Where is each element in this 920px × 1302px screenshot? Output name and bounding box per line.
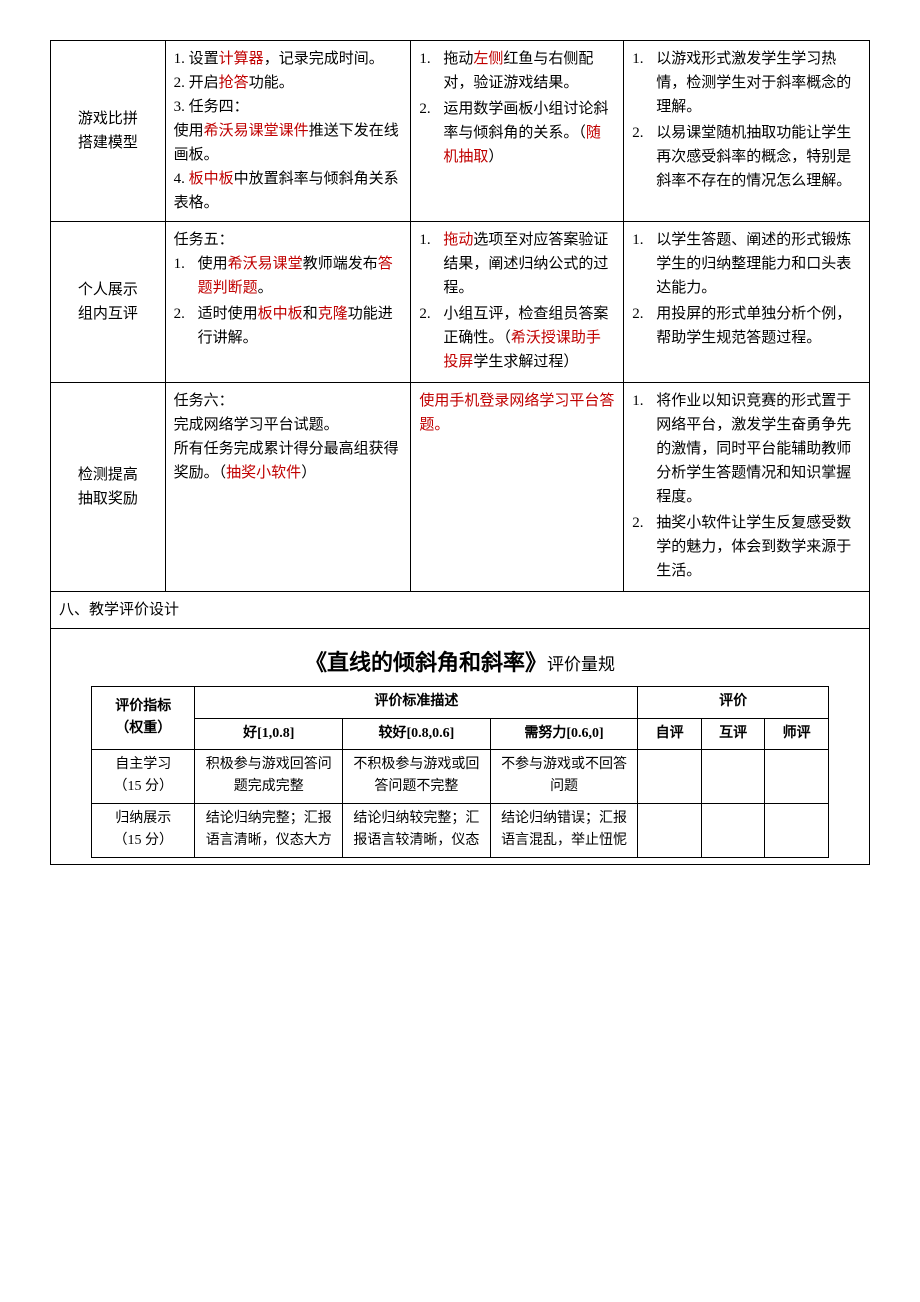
student-activity: 使用手机登录网络学习平台答题。 — [411, 383, 624, 592]
activity-row-label: 游戏比拼搭建模型 — [51, 41, 166, 222]
rubric-table: 评价指标（权重） 评价标准描述 评价 好[1,0.8] 较好[0.8,0.6] … — [91, 686, 829, 857]
rubric-head-eval: 评价 — [638, 687, 829, 718]
rubric-head-ok: 较好[0.8,0.6] — [343, 718, 491, 749]
rubric-ok: 结论归纳较完整；汇报语言较清晰，仪态 — [343, 803, 491, 857]
teacher-activity: 任务五：1.使用希沃易课堂教师端发布答题判断题。2.适时使用板中板和克隆功能进行… — [165, 222, 411, 383]
teacher-activity: 1. 设置计算器，记录完成时间。2. 开启抢答功能。3. 任务四：使用希沃易课堂… — [165, 41, 411, 222]
rubric-teach-cell[interactable] — [765, 749, 829, 803]
rubric-head-desc: 评价标准描述 — [195, 687, 638, 718]
activity-row-label: 个人展示组内互评 — [51, 222, 166, 383]
design-intent: 1.将作业以知识竞赛的形式置于网络平台，激发学生奋勇争先的激情，同时平台能辅助教… — [624, 383, 870, 592]
rubric-peer-cell[interactable] — [701, 803, 764, 857]
design-intent: 1.以学生答题、阐述的形式锻炼学生的归纳整理能力和口头表达能力。2.用投屏的形式… — [624, 222, 870, 383]
rubric-good: 结论归纳完整；汇报语言清晰，仪态大方 — [195, 803, 343, 857]
rubric-self-cell[interactable] — [638, 803, 701, 857]
rubric-metric: 归纳展示（15 分） — [92, 803, 195, 857]
rubric-effort: 不参与游戏或不回答问题 — [490, 749, 638, 803]
rubric-head-good: 好[1,0.8] — [195, 718, 343, 749]
rubric-metric: 自主学习（15 分） — [92, 749, 195, 803]
section-8-heading: 八、教学评价设计 — [51, 592, 870, 629]
rubric-effort: 结论归纳错误；汇报语言混乱，举止忸怩 — [490, 803, 638, 857]
rubric-good: 积极参与游戏回答问题完成完整 — [195, 749, 343, 803]
student-activity: 1.拖动选项至对应答案验证结果，阐述归纳公式的过程。2.小组互评，检查组员答案正… — [411, 222, 624, 383]
rubric-head-peer: 互评 — [701, 718, 764, 749]
rubric-ok: 不积极参与游戏或回答问题不完整 — [343, 749, 491, 803]
activity-row-label: 检测提高抽取奖励 — [51, 383, 166, 592]
student-activity: 1.拖动左侧红鱼与右侧配对，验证游戏结果。2.运用数学画板小组讨论斜率与倾斜角的… — [411, 41, 624, 222]
rubric-head-self: 自评 — [638, 718, 701, 749]
rubric-head-teach: 师评 — [765, 718, 829, 749]
rubric-teach-cell[interactable] — [765, 803, 829, 857]
rubric-title-sub: 评价量规 — [547, 655, 615, 674]
teacher-activity: 任务六：完成网络学习平台试题。所有任务完成累计得分最高组获得奖励。（抽奖小软件） — [165, 383, 411, 592]
activity-table: 游戏比拼搭建模型1. 设置计算器，记录完成时间。2. 开启抢答功能。3. 任务四… — [50, 40, 870, 865]
rubric-head-metric: 评价指标（权重） — [92, 687, 195, 750]
rubric-title: 《直线的倾斜角和斜率》评价量规 — [59, 635, 861, 686]
design-intent: 1.以游戏形式激发学生学习热情，检测学生对于斜率概念的理解。2.以易课堂随机抽取… — [624, 41, 870, 222]
rubric-self-cell[interactable] — [638, 749, 701, 803]
rubric-peer-cell[interactable] — [701, 749, 764, 803]
rubric-head-effort: 需努力[0.6,0] — [490, 718, 638, 749]
rubric-title-main: 《直线的倾斜角和斜率》 — [305, 650, 547, 675]
